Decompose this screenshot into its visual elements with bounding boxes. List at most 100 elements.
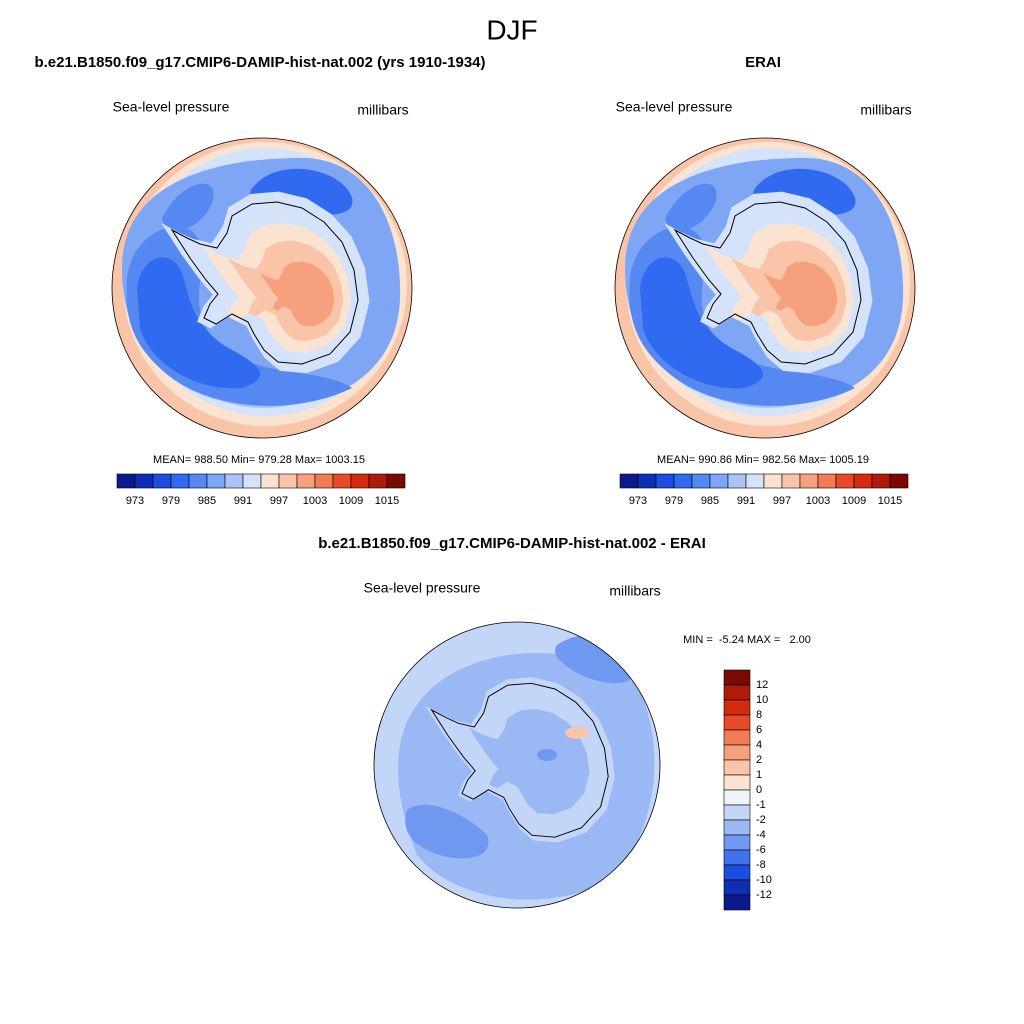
colorbar-label: 979	[162, 495, 180, 507]
maps	[111, 137, 916, 909]
colorbar-label: 997	[773, 495, 791, 507]
colorbar-box	[723, 894, 751, 911]
colorbar-label: 1015	[375, 495, 399, 507]
colorbar-box	[170, 473, 190, 489]
colorbar-box	[889, 473, 909, 489]
colorbar-label: -1	[756, 799, 766, 811]
colorbar-box	[723, 774, 751, 791]
colorbar-label: 2	[756, 754, 762, 766]
right-label: millibars	[357, 102, 408, 118]
colorbar-box	[116, 473, 136, 489]
colorbar-box	[655, 473, 675, 489]
colorbar-box	[745, 473, 765, 489]
panel-title: ERAI	[745, 54, 781, 71]
colorbar-label: 1009	[842, 495, 866, 507]
right-label: millibars	[860, 102, 911, 118]
contour	[763, 261, 838, 327]
panel-title: b.e21.B1850.f09_g17.CMIP6-DAMIP-hist-nat…	[34, 54, 485, 71]
colorbar-box	[723, 819, 751, 836]
colorbar-label: -4	[756, 829, 766, 841]
colorbar-box	[619, 473, 639, 489]
colorbar-box	[188, 473, 208, 489]
colorbar-label: -12	[756, 889, 772, 901]
contour	[137, 257, 261, 389]
colorbar-label: 979	[665, 495, 683, 507]
colorbar-box	[206, 473, 226, 489]
colorbar-box	[723, 789, 751, 806]
colorbar-label: 6	[756, 724, 762, 736]
colorbar-box	[723, 804, 751, 821]
colorbar-box	[296, 473, 316, 489]
coastline	[673, 201, 862, 365]
colorbar-label: 1003	[303, 495, 327, 507]
map	[614, 137, 916, 439]
colorbar-box	[723, 834, 751, 851]
field	[615, 138, 915, 438]
colorbar-box	[691, 473, 711, 489]
colorbar-label: 973	[126, 495, 144, 507]
colorbar-label: 1	[756, 769, 762, 781]
colorbar-label: 973	[629, 495, 647, 507]
colorbar-label: -8	[756, 859, 766, 871]
map-border	[614, 137, 916, 439]
contour	[640, 257, 764, 389]
contour	[537, 749, 557, 761]
map-border	[111, 137, 413, 439]
field	[112, 138, 412, 438]
right-label: millibars	[609, 583, 660, 599]
colorbar-box	[723, 684, 751, 701]
figure-title: DJF	[486, 14, 537, 45]
left-label: Sea-level pressure	[364, 580, 481, 596]
contour	[665, 183, 717, 231]
colorbar-label: 0	[756, 784, 762, 796]
colorbar-label: -6	[756, 844, 766, 856]
colorbar-box	[723, 864, 751, 881]
contour	[405, 804, 489, 859]
colorbar-box	[314, 473, 334, 489]
colorbar-box	[817, 473, 837, 489]
colorbar-label: 10	[756, 694, 768, 706]
left-label: Sea-level pressure	[113, 99, 230, 115]
colorbar-label: 1009	[339, 495, 363, 507]
colorbar-label: 1003	[806, 495, 830, 507]
colorbar-box	[134, 473, 154, 489]
colorbar-box	[368, 473, 388, 489]
colorbar-box	[723, 699, 751, 716]
coastline	[170, 201, 359, 365]
colorbar-label: -10	[756, 874, 772, 886]
coastline	[430, 682, 609, 838]
colorbar-box	[709, 473, 729, 489]
map-border	[373, 621, 661, 909]
colorbar-box	[871, 473, 891, 489]
colorbar-box	[835, 473, 855, 489]
colorbar-label: 991	[234, 495, 252, 507]
colorbar-label: 985	[198, 495, 216, 507]
stats: MEAN= 990.86 Min= 982.56 Max= 1005.19	[657, 454, 869, 466]
field	[374, 622, 660, 908]
colorbar-label: 997	[270, 495, 288, 507]
left-label: Sea-level pressure	[616, 99, 733, 115]
map	[111, 137, 413, 439]
contour	[565, 727, 589, 739]
colorbar-box	[260, 473, 280, 489]
colorbar-box	[386, 473, 406, 489]
stats: MEAN= 988.50 Min= 979.28 Max= 1003.15	[153, 454, 365, 466]
colorbar-box	[723, 714, 751, 731]
colorbar-box	[278, 473, 298, 489]
contour	[260, 261, 335, 327]
colorbar-box	[781, 473, 801, 489]
colorbar-box	[637, 473, 657, 489]
colorbar-label: 8	[756, 709, 762, 721]
colorbar-box	[723, 879, 751, 896]
colorbar-box	[853, 473, 873, 489]
contour	[162, 183, 214, 231]
contour	[468, 709, 590, 815]
map	[373, 621, 661, 909]
colorbar-box	[763, 473, 783, 489]
colorbar-box	[799, 473, 819, 489]
stats: MIN = -5.24 MAX = 2.00	[683, 634, 811, 646]
colorbar-box	[224, 473, 244, 489]
colorbar-label: -2	[756, 814, 766, 826]
colorbar-box	[723, 744, 751, 761]
